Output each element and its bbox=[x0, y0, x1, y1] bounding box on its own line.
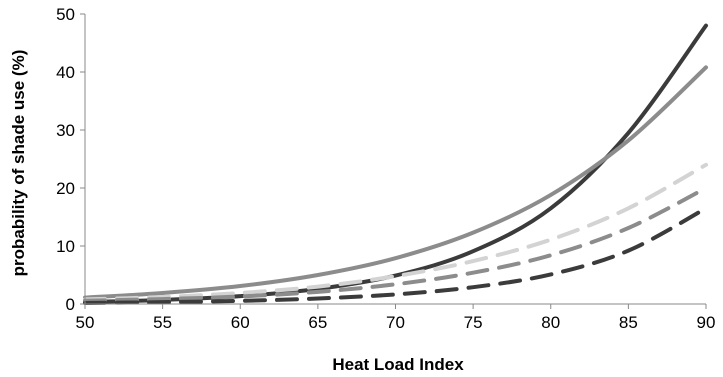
x-tick-label: 55 bbox=[153, 313, 172, 332]
x-axis-title: Heat Load Index bbox=[332, 355, 464, 374]
x-tick-label: 60 bbox=[231, 313, 250, 332]
y-tick-group: 0 10 20 30 40 50 bbox=[56, 5, 85, 314]
axes-layer bbox=[84, 14, 706, 305]
series-line-3 bbox=[83, 162, 708, 302]
y-tick-label: 40 bbox=[56, 63, 75, 82]
y-tick-label: 20 bbox=[56, 179, 75, 198]
x-tick-group: 50 55 60 65 70 75 80 85 90 bbox=[76, 304, 716, 332]
y-tick-label: 50 bbox=[56, 5, 75, 24]
y-axis-title: probability of shade use (%) bbox=[9, 50, 28, 277]
x-tick-label: 85 bbox=[619, 313, 638, 332]
x-tick-label: 50 bbox=[76, 313, 95, 332]
series-layer bbox=[83, 23, 708, 305]
x-tick-label: 80 bbox=[541, 313, 560, 332]
series-line-4 bbox=[83, 186, 708, 303]
series-line-1 bbox=[83, 23, 708, 305]
y-tick-label: 0 bbox=[66, 295, 75, 314]
x-tick-label: 65 bbox=[308, 313, 327, 332]
x-tick-label: 75 bbox=[464, 313, 483, 332]
y-tick-label: 10 bbox=[56, 237, 75, 256]
x-tick-label: 70 bbox=[386, 313, 405, 332]
series-line-5 bbox=[83, 206, 708, 305]
x-tick-label: 90 bbox=[697, 313, 716, 332]
series-line-2 bbox=[83, 65, 708, 300]
y-tick-label: 30 bbox=[56, 121, 75, 140]
